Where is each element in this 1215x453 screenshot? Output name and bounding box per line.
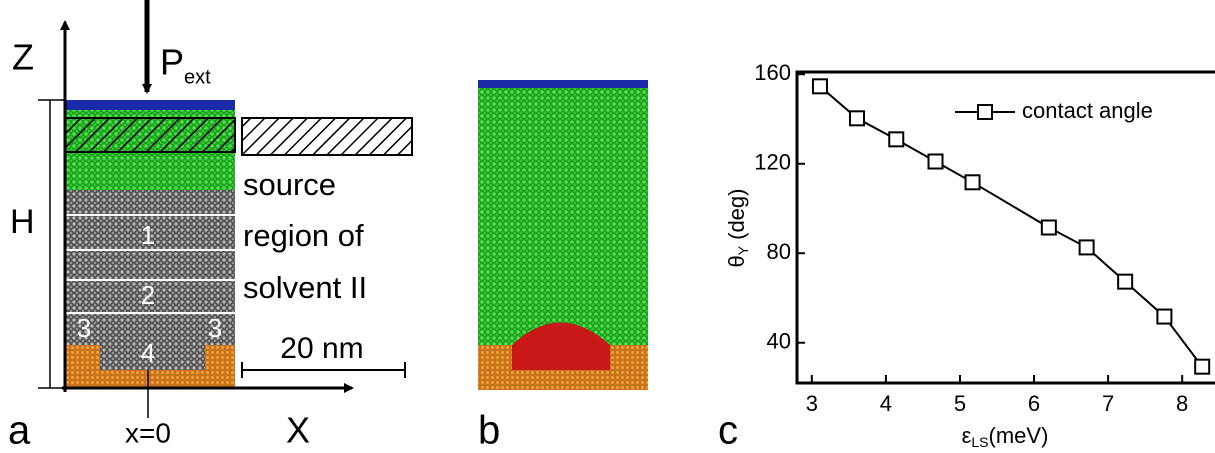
groove xyxy=(100,345,205,370)
x-axis-symbol: ε xyxy=(962,423,972,448)
x-tick-label: 7 xyxy=(1102,391,1114,416)
y-tick-label: 160 xyxy=(754,60,791,85)
panel-label: c xyxy=(718,409,738,453)
marker xyxy=(849,110,865,127)
height-label: H xyxy=(10,203,35,241)
marker xyxy=(811,78,828,95)
x-axis-sub: LS xyxy=(971,434,988,450)
wall-top xyxy=(65,100,235,110)
solvent-region xyxy=(478,88,648,345)
droplet xyxy=(512,322,610,370)
series-line xyxy=(819,85,1203,368)
panel-b: b xyxy=(478,80,648,453)
marker xyxy=(927,153,944,170)
y-tick-label: 120 xyxy=(754,150,791,175)
layer-number: 3 xyxy=(77,313,91,343)
region-label: region of xyxy=(243,218,364,253)
force-sub: ext xyxy=(184,66,211,88)
region-label: solvent II xyxy=(243,270,367,305)
scale-label: 20 nm xyxy=(280,332,363,365)
x-tick-label: 8 xyxy=(1176,391,1188,416)
force-label: P xyxy=(160,42,184,83)
layer-number: 3 xyxy=(208,313,222,343)
axis-label: Z xyxy=(12,37,34,78)
hatched-legend xyxy=(241,117,413,156)
x-tick-label: 4 xyxy=(880,391,892,416)
layer-number: 2 xyxy=(141,280,155,310)
chart: c θY (deg) εLS(meV) 40 80 120 160 3 4 5 6 7 8 conta… xyxy=(718,60,1215,453)
region-label: source xyxy=(243,167,336,202)
panel-a: Z P ext H source region of solvent II 1 … xyxy=(8,0,413,453)
origin-label: x=0 xyxy=(125,417,171,448)
hatched-region xyxy=(64,117,236,153)
x-tick-label: 3 xyxy=(806,391,818,416)
panel-label: a xyxy=(8,409,31,453)
marker xyxy=(1117,273,1134,290)
marker xyxy=(1078,239,1095,256)
x-tick-label: 5 xyxy=(954,391,966,416)
marker xyxy=(1040,219,1057,236)
legend-label: contact angle xyxy=(1022,98,1153,123)
y-axis-unit: (deg) xyxy=(724,189,749,240)
layer-number: 1 xyxy=(141,220,155,250)
plot-frame xyxy=(795,70,1215,385)
y-axis-symbol: θ xyxy=(724,255,749,267)
legend-marker xyxy=(977,104,993,120)
y-tick-label: 80 xyxy=(767,239,791,264)
x-axis-unit: (meV) xyxy=(989,423,1049,448)
layer-number: 4 xyxy=(141,338,155,368)
y-axis-sub: Y xyxy=(735,245,751,255)
marker xyxy=(888,131,905,148)
panel-label: b xyxy=(478,409,500,453)
y-tick-label: 40 xyxy=(767,329,791,354)
wall-top xyxy=(478,80,648,88)
marker xyxy=(1156,308,1173,325)
axis-label: X xyxy=(286,410,310,451)
x-axis-title: εLS(meV) xyxy=(962,423,1049,450)
marker xyxy=(964,174,981,191)
marker xyxy=(1194,358,1211,375)
y-axis-title: θY (deg) xyxy=(724,189,751,268)
x-tick-label: 6 xyxy=(1028,391,1040,416)
